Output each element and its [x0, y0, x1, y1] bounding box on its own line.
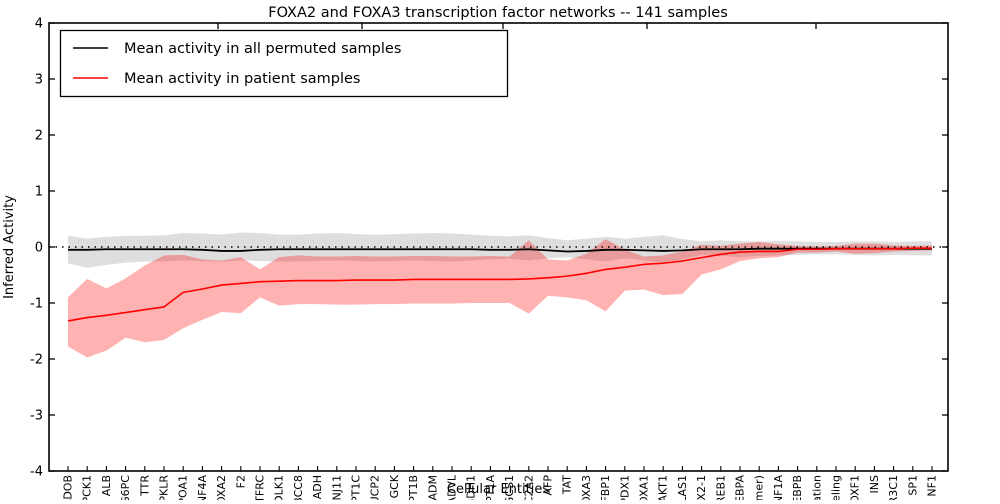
x-tick-label: UCP2 — [369, 475, 382, 500]
legend-box — [59, 29, 509, 98]
x-tick-label: NKX2-1 — [695, 475, 708, 500]
y-tick-label: -2 — [30, 353, 43, 368]
legend: Mean activity in all permuted samples Me… — [59, 29, 509, 98]
series-lines — [67, 247, 932, 322]
x-tick-label: ABCC8 — [292, 475, 305, 500]
x-tick-label: IGFBP1 — [599, 475, 612, 500]
x-tick-label: HNF1A (dimer) — [753, 475, 766, 500]
x-tick-label: ALAS1 — [676, 475, 689, 500]
x-tick-label: HADH — [311, 475, 324, 500]
y-tick-label: -3 — [30, 409, 43, 424]
axes — [48, 22, 949, 472]
permuted-mean-line — [68, 247, 932, 253]
x-tick-label: CPT1A — [484, 475, 497, 500]
legend-label-patient: Mean activity in patient samples — [124, 71, 360, 87]
x-tick-label: INS — [868, 475, 881, 493]
x-tick-label: DLK1 — [273, 475, 286, 500]
x-tick-labels: ALDOB PCK1 ALB G6PC TTR PKLR APOA1 HNF4A FOXA2 F2… — [62, 474, 939, 504]
x-tick-label: HNF4A — [196, 475, 209, 500]
x-tick-label: FOXA3 — [580, 475, 593, 500]
y-tick-label: 3 — [35, 73, 43, 88]
x-tick-label: SP1 — [906, 475, 919, 496]
chart-title: FOXA2 and FOXA3 transcription factor net… — [268, 5, 728, 21]
x-tick-label: ALDOB — [62, 475, 75, 500]
y-tick-label: 1 — [35, 185, 43, 200]
y-tick-label: 0 — [35, 241, 43, 256]
confidence-bands — [68, 232, 932, 358]
x-tick-label: CEBPA — [734, 475, 747, 500]
legend-label-permuted: Mean activity in all permuted samples — [124, 41, 401, 57]
y-tick-label: -1 — [30, 297, 43, 312]
x-tick-label: G6PC — [119, 475, 132, 500]
x-tick-label: TTR — [138, 475, 151, 497]
x-tick-label: ACADM — [426, 475, 439, 500]
x-tick-label: CPT1C — [350, 475, 363, 500]
x-tick-label: SLC2A2 — [522, 475, 535, 500]
x-tick-label: ALB — [100, 475, 113, 496]
patient-mean-line — [67, 247, 932, 322]
x-tick-label: ACADVL — [446, 474, 459, 500]
x-tick-label: FOXF1 — [849, 475, 862, 500]
y-tick-label: 4 — [35, 17, 43, 32]
x-tick-label: CPT1B — [407, 475, 420, 500]
x-tick-label: PDX1 — [618, 475, 631, 500]
x-tick-label: BDH1 — [465, 475, 478, 500]
y-tick-labels: -4 -3 -2 -1 0 1 2 3 4 — [30, 17, 43, 480]
x-tick-label: GCK — [388, 474, 401, 498]
x-tick-label: TAT — [561, 475, 574, 496]
x-tick-label: NF1 — [926, 475, 939, 497]
x-tick-label: APOA1 — [177, 475, 190, 500]
x-tick-label: HMGCS1 — [503, 475, 516, 500]
x-tick-label: F2 — [234, 475, 247, 488]
x-tick-label: FOXA2 — [215, 475, 228, 500]
x-tick-label: PKLR — [158, 475, 171, 500]
x-tick-label: CEBPB — [791, 475, 804, 500]
x-tick-label: chromatin remodeling — [830, 475, 843, 500]
x-tick-label: TFRC — [254, 475, 267, 500]
x-tick-label: CREB1 — [714, 475, 727, 500]
x-tick-label: KCNJ11 — [330, 475, 343, 500]
y-tick-label: 2 — [35, 129, 43, 144]
x-tick-label: AKT1 — [657, 475, 670, 500]
x-tick-label: AFP — [542, 475, 555, 496]
patient-band — [68, 239, 932, 358]
y-tick-label: -4 — [30, 465, 43, 480]
x-tick-label: HNF1A — [772, 475, 785, 500]
x-tick-label: PCK1 — [81, 475, 94, 500]
y-axis-label: Inferred Activity — [2, 195, 17, 299]
x-tick-label: response to starvation — [810, 475, 823, 500]
x-tick-label: FOXA1 — [638, 475, 651, 500]
x-axis-label: Cellular Entities — [447, 482, 549, 497]
x-tick-label: NR3C1 — [887, 475, 900, 500]
